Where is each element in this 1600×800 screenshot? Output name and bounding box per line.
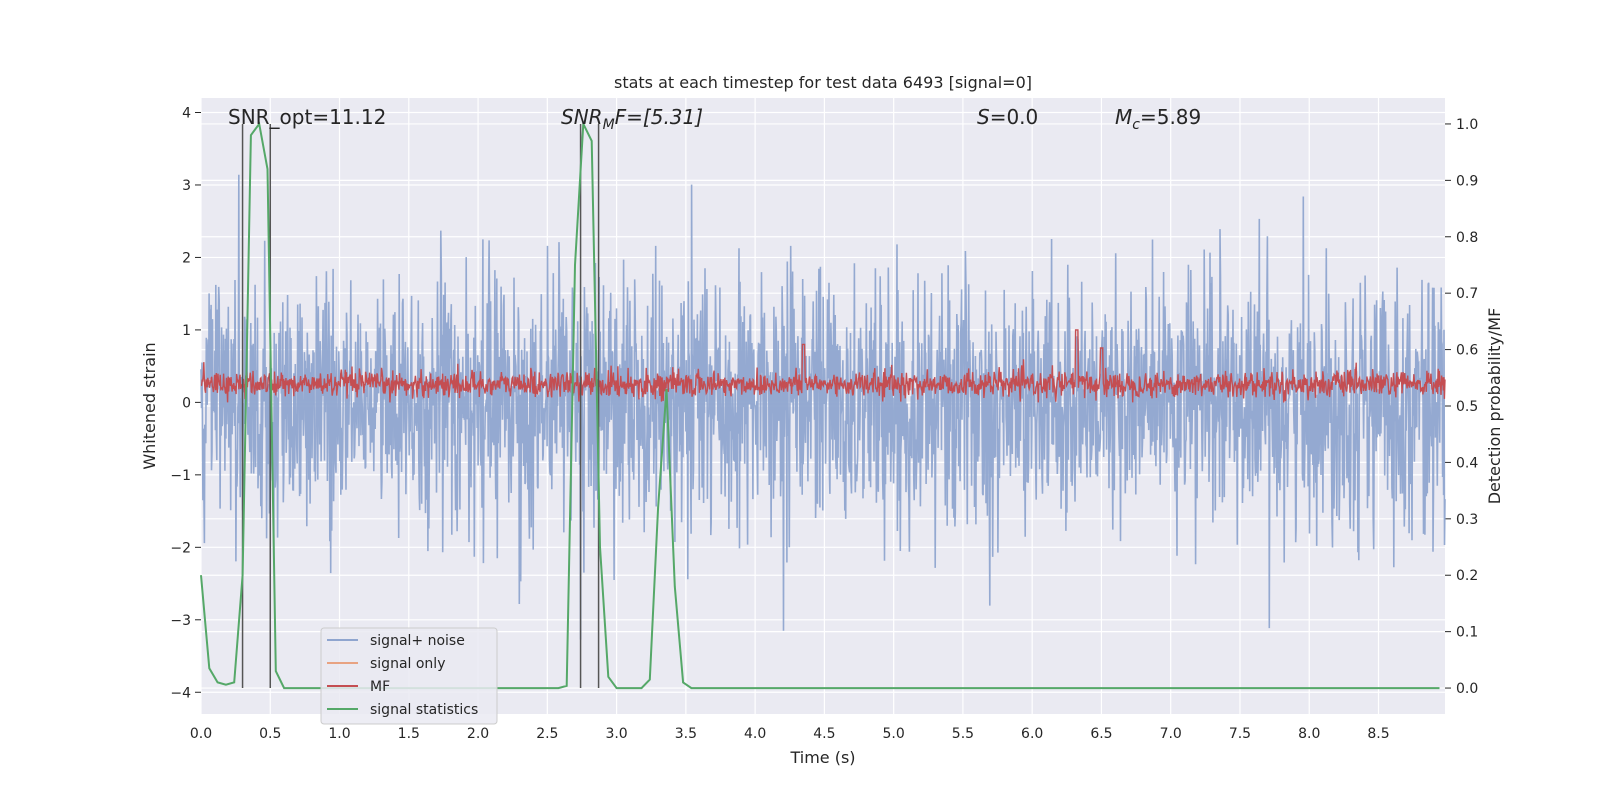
mf-series xyxy=(200,329,1446,403)
x-tick-label: 3.0 xyxy=(605,726,627,742)
y-right-tick-label: 0.8 xyxy=(1456,230,1478,246)
x-tick-label: 6.0 xyxy=(1021,726,1043,742)
y-left-tick-labels: 4 3 2 1 0 −1 −2 −3 −4 xyxy=(170,105,191,701)
y-left-tick-label: −3 xyxy=(170,613,191,629)
x-tick-label: 0.0 xyxy=(190,726,212,742)
x-tick-label: 2.0 xyxy=(467,726,489,742)
x-tick-label: 5.5 xyxy=(952,726,974,742)
x-tick-label: 1.5 xyxy=(398,726,420,742)
y-right-tick-label: 0.7 xyxy=(1456,286,1478,302)
y-right-tick-label: 0.2 xyxy=(1456,568,1478,584)
y-left-tick-label: 2 xyxy=(182,250,191,266)
y-right-axis-label: Detection probability/MF xyxy=(1485,308,1504,505)
y-left-tick-label: −4 xyxy=(170,685,191,701)
x-tick-labels: 0.0 0.5 1.0 1.5 2.0 2.5 3.0 3.5 4.0 4.5 5.0 5.5 6.0 6… xyxy=(190,726,1390,742)
x-tick-label: 1.0 xyxy=(328,726,350,742)
x-tick-label: 7.0 xyxy=(1160,726,1182,742)
x-tick-label: 7.5 xyxy=(1229,726,1251,742)
chart-title: stats at each timestep for test data 649… xyxy=(614,73,1032,92)
legend-box xyxy=(320,627,498,725)
x-tick-label: 8.0 xyxy=(1298,726,1320,742)
y-left-tick-label: 1 xyxy=(182,323,191,339)
legend: signal+ noise signal only MF signal stat… xyxy=(320,627,498,725)
x-tick-label: 2.5 xyxy=(536,726,558,742)
y-left-tick-label: 0 xyxy=(182,395,191,411)
y-left-tick-label: −1 xyxy=(170,468,191,484)
annotation-mc: Mc=5.89 xyxy=(1115,105,1201,133)
y-right-tick-label: 0.3 xyxy=(1456,512,1478,528)
x-axis-label: Time (s) xyxy=(789,748,855,767)
y-right-tick-label: 0.1 xyxy=(1456,625,1478,641)
signal-noise-line xyxy=(200,174,1446,640)
mc-sub: c xyxy=(1132,117,1140,133)
x-tick-label: 3.5 xyxy=(675,726,697,742)
snr-mf-base: SNR xyxy=(561,105,603,129)
snr-mf-rest: F=[5.31] xyxy=(615,105,703,129)
snr-mf-sub: M xyxy=(603,117,615,133)
x-tick-label: 4.0 xyxy=(744,726,766,742)
legend-label-mf: MF xyxy=(370,679,390,695)
y-right-tick-label: 0.0 xyxy=(1456,681,1478,697)
s-rest: =0.0 xyxy=(990,105,1039,129)
mc-rest: =5.89 xyxy=(1140,105,1201,129)
y-left-axis-label: Whitened strain xyxy=(140,342,159,469)
y-right-tick-label: 0.5 xyxy=(1456,399,1478,415)
x-tick-label: 8.5 xyxy=(1367,726,1389,742)
y-left-tick-label: −2 xyxy=(170,540,191,556)
y-left-tick-label: 4 xyxy=(182,105,191,121)
vertical-markers xyxy=(241,123,600,689)
y-right-tick-label: 1.0 xyxy=(1456,117,1478,133)
y-right-tick-label: 0.4 xyxy=(1456,455,1478,471)
annotation-snr-mf: SNRMF=[5.31] xyxy=(561,105,703,133)
x-tick-label: 4.5 xyxy=(813,726,835,742)
mf-line xyxy=(200,329,1446,403)
annotation-snr-opt: SNR_opt=11.12 xyxy=(228,105,386,129)
x-tick-label: 0.5 xyxy=(259,726,281,742)
s-italic: S xyxy=(977,105,990,129)
annotation-s: S=0.0 xyxy=(977,105,1038,129)
legend-label-signal-statistics: signal statistics xyxy=(370,702,478,718)
x-tick-label: 6.5 xyxy=(1090,726,1112,742)
signal-noise-series xyxy=(200,174,1446,640)
y-right-tick-label: 0.9 xyxy=(1456,173,1478,189)
legend-label-signal-noise: signal+ noise xyxy=(370,633,465,649)
y-left-tick-label: 3 xyxy=(182,178,191,194)
y-right-tick-label: 0.6 xyxy=(1456,343,1478,359)
mc-italic: M xyxy=(1115,105,1132,129)
y-right-tick-labels: 1.0 0.9 0.8 0.7 0.6 0.5 0.4 0.3 0.2 0.1 0.0 xyxy=(1456,117,1478,697)
legend-label-signal-only: signal only xyxy=(370,656,445,672)
x-tick-label: 5.0 xyxy=(883,726,905,742)
